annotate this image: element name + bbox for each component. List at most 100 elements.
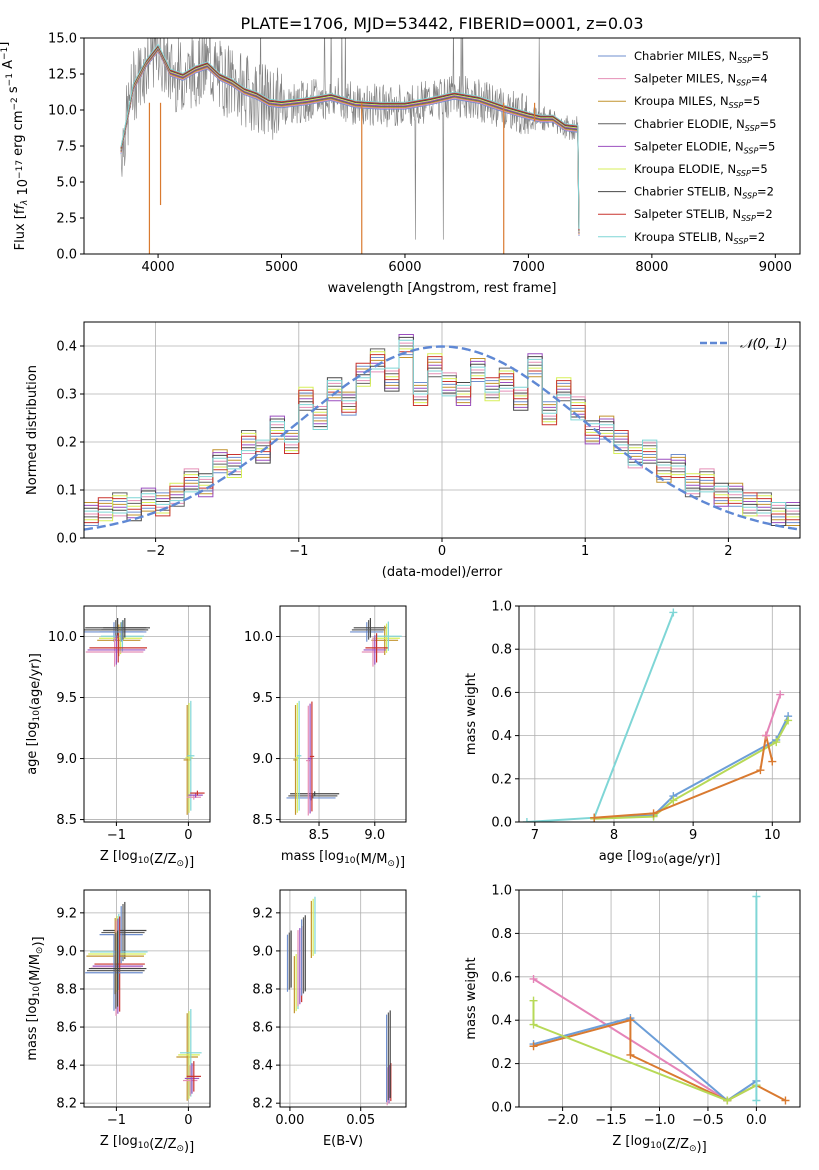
error-bar-point: [85, 934, 143, 1011]
y-tick-label: 7.5: [56, 140, 77, 155]
x-axis-label: age [log10(age/yr)]: [599, 849, 721, 867]
x-tick-label: 1: [581, 544, 589, 559]
error-bar-point: [87, 635, 146, 665]
error-bar-point: [178, 1011, 200, 1099]
y-tick-label: 8.2: [252, 1097, 273, 1112]
axes-frame: [518, 889, 801, 1108]
model-spectrum-line: [120, 50, 580, 236]
mass-weight-marker: [781, 1096, 790, 1105]
error-bar-point: [296, 700, 302, 811]
error-bar-point: [351, 620, 386, 640]
normal-distribution-curve: [84, 345, 800, 531]
mass-weight-marker: [768, 757, 777, 766]
error-bar-point: [353, 618, 388, 638]
mass-weight-line: [532, 1000, 757, 1102]
x-tick-label: −1: [107, 828, 126, 843]
mass-weight-line: [533, 1018, 786, 1102]
legend-label: 𝒩(0, 1): [740, 337, 787, 352]
mass-weight-marker: [761, 731, 770, 740]
x-axis-label: mass [log10(M/M⊙)]: [281, 849, 405, 870]
y-tick-label: 0.1: [56, 484, 77, 499]
error-bar-point: [101, 620, 145, 640]
age-vs-metallicity-panel: −1 0 8.5 9.0 9.5 10.0 Z [log10(Z/Z⊙)] age [log1…: [25, 605, 211, 870]
y-tick-label: 0.3: [56, 388, 77, 403]
x-tick-label: 10: [764, 828, 781, 843]
x-axis-label: wavelength [Angstrom, rest frame]: [328, 281, 557, 296]
legend-label: Chabrier STELIB, NSSP=2: [634, 185, 774, 201]
y-tick-label: 15.0: [48, 32, 77, 47]
error-bar-point: [182, 1065, 198, 1096]
y-tick-label: 0.0: [56, 532, 77, 547]
y-tick-label: 10.0: [244, 630, 273, 645]
mass-weight-marker: [529, 1020, 538, 1029]
error-bar-point: [183, 705, 191, 815]
model-spectrum-line: [120, 47, 580, 234]
y-tick-label: 8.5: [252, 813, 273, 828]
error-bar-point: [103, 901, 147, 960]
observed-spectrum: [120, 38, 579, 240]
y-tick-label: 9.0: [56, 944, 77, 959]
y-tick-label: 0.4: [491, 1014, 512, 1029]
y-tick-label: 9.5: [252, 691, 273, 706]
y-tick-label: 0.2: [491, 1057, 512, 1072]
error-bar-point: [88, 915, 146, 993]
x-tick-label: 9.0: [364, 828, 385, 843]
age-vs-mass-panel: 8.5 9.0 8.5 9.0 9.5 10.0 mass [log10(M/M⊙)]: [244, 605, 407, 870]
y-tick-label: 0.4: [491, 729, 512, 744]
mass-weight-marker: [522, 818, 531, 822]
y-tick-label: 0.6: [491, 686, 512, 701]
error-bar-point: [89, 633, 148, 663]
error-bar-point: [186, 1061, 202, 1092]
x-tick-label: −1: [107, 1113, 126, 1128]
model-spectrum-line: [120, 48, 580, 235]
spectrum-panel: 4000 5000 6000 7000 8000 9000 0.0 2.5 5.0 7.5 10.0…: [0, 32, 801, 296]
y-tick-label: 8.6: [56, 1021, 77, 1036]
model-spectrum-line: [120, 49, 580, 236]
x-tick-label: 8.5: [309, 828, 330, 843]
error-bar-point: [103, 618, 147, 638]
mass-weight-marker: [752, 892, 761, 901]
mass-weight-marker: [649, 809, 658, 818]
error-bar-point: [184, 1063, 200, 1094]
error-bar-point: [374, 621, 402, 651]
x-tick-label: 0.00: [275, 1113, 304, 1128]
legend-label: Salpeter STELIB, NSSP=2: [634, 207, 773, 223]
x-tick-label: −0.5: [692, 1113, 724, 1128]
y-tick-label: 0.2: [56, 436, 77, 451]
x-axis-label: Z [log10(Z/Z⊙)]: [100, 849, 194, 870]
x-tick-label: 9: [689, 828, 697, 843]
x-tick-label: 4000: [142, 260, 175, 275]
error-bar-point: [86, 918, 144, 995]
y-tick-label: 8.8: [56, 982, 77, 997]
error-bar-point: [180, 1009, 202, 1097]
legend-label: Chabrier ELODIE, NSSP=5: [634, 117, 776, 133]
y-axis-label: Flux [ffλ 10−17 erg cm−2 s−1 A−1]: [0, 42, 31, 251]
y-tick-label: 1.0: [491, 600, 512, 615]
x-axis-label: E(B-V): [323, 1134, 363, 1149]
y-tick-label: 9.0: [252, 944, 273, 959]
mass-weight-line: [526, 612, 675, 822]
error-bar-point: [86, 932, 145, 1009]
y-tick-label: 10.0: [48, 104, 77, 119]
x-axis-label: Z [log10(Z/Z⊙)]: [100, 1134, 194, 1155]
mass-weight-marker: [626, 1050, 635, 1059]
y-tick-label: 9.5: [56, 691, 77, 706]
error-bar-point: [99, 622, 143, 642]
error-bar-point: [290, 791, 340, 797]
x-tick-label: 0: [184, 1113, 192, 1128]
axes-frame: [83, 889, 211, 1108]
legend-label: Salpeter MILES, NSSP=4: [634, 72, 768, 88]
y-axis-label: mass weight: [464, 673, 479, 755]
y-tick-label: 8.6: [252, 1021, 273, 1036]
mass-weight-line: [594, 715, 789, 819]
legend-label: Kroupa ELODIE, NSSP=5: [634, 162, 768, 178]
residual-histogram-panel: −2 −1 0 1 2 0.0 0.1 0.2 0.3 0.4 (data-model)/error…: [25, 321, 801, 580]
model-spectrum-line: [120, 47, 580, 233]
mass-vs-reddening-panel: 0.00 0.05 8.2 8.4 8.6 8.8 9.0 9.2 E(B-V): [252, 889, 407, 1149]
mass-weight-marker: [590, 813, 599, 822]
mass-weight-marker: [784, 716, 793, 725]
model-spectrum-line: [120, 44, 580, 230]
y-tick-label: 0.8: [491, 643, 512, 658]
weight-vs-metallicity-panel: −2.0 −1.5 −1.0 −0.5 0.0 0.0 0.2 0.4 0.6 0.8 1.0 Z […: [464, 884, 801, 1155]
error-bar-point: [187, 700, 195, 811]
